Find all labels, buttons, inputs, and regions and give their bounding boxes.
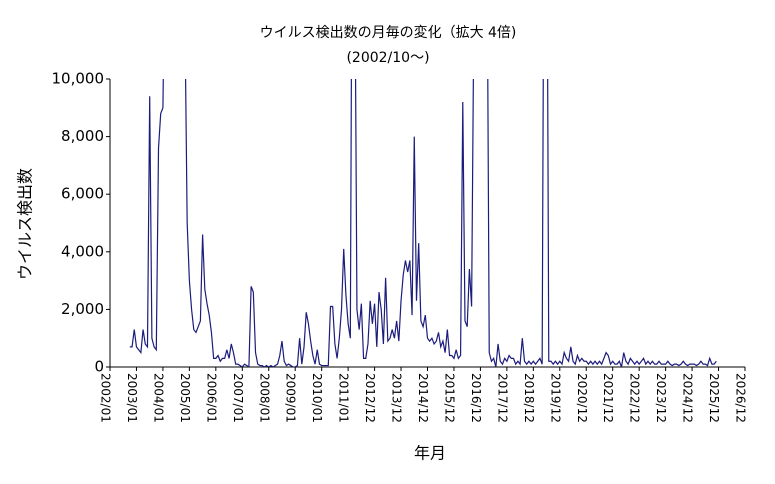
x-axis-label: 年月 — [414, 444, 446, 463]
x-tick-label: 2017/12 — [495, 373, 509, 423]
x-tick-label: 2012/12 — [363, 373, 377, 423]
x-tick-label: 2018/12 — [522, 373, 536, 423]
x-tick-label: 2004/01 — [151, 373, 165, 423]
y-tick-label: 4,000 — [61, 242, 104, 260]
x-tick-label: 2023/12 — [654, 373, 668, 423]
x-tick-label: 2026/12 — [734, 373, 748, 423]
x-tick-label: 2025/12 — [707, 373, 721, 423]
x-tick-label: 2011/01 — [337, 373, 351, 423]
x-tick-label: 2016/12 — [469, 373, 483, 423]
y-tick-label: 10,000 — [52, 70, 105, 88]
chart-subtitle: (2002/10～) — [346, 50, 429, 66]
y-tick-label: 0 — [94, 358, 104, 376]
x-tick-label: 2021/12 — [601, 373, 615, 423]
x-tick-label: 2003/01 — [125, 373, 139, 423]
x-tick-label: 2010/01 — [310, 373, 324, 423]
chart-title: ウイルス検出数の月毎の変化（拡大 4倍) — [260, 24, 517, 41]
y-tick-label: 6,000 — [61, 185, 104, 203]
data-line — [129, 79, 717, 367]
x-tick-label: 2020/12 — [575, 373, 589, 423]
x-tick-label: 2015/12 — [442, 373, 456, 423]
x-tick-label: 2005/01 — [178, 373, 192, 423]
x-tick-label: 2006/01 — [204, 373, 218, 423]
x-tick-label: 2022/12 — [628, 373, 642, 423]
x-tick-label: 2019/12 — [548, 373, 562, 423]
x-tick-label: 2002/01 — [99, 373, 113, 423]
x-tick-label: 2013/12 — [390, 373, 404, 423]
x-tick-label: 2007/01 — [231, 373, 245, 423]
y-tick-label: 2,000 — [61, 300, 104, 318]
x-tick-label: 2014/12 — [416, 373, 430, 423]
y-axis-label: ウイルス検出数 — [16, 168, 35, 280]
y-tick-label: 8,000 — [61, 127, 104, 145]
x-tick-label: 2009/01 — [284, 373, 298, 423]
x-tick-label: 2024/12 — [681, 373, 695, 423]
x-tick-label: 2008/01 — [257, 373, 271, 423]
